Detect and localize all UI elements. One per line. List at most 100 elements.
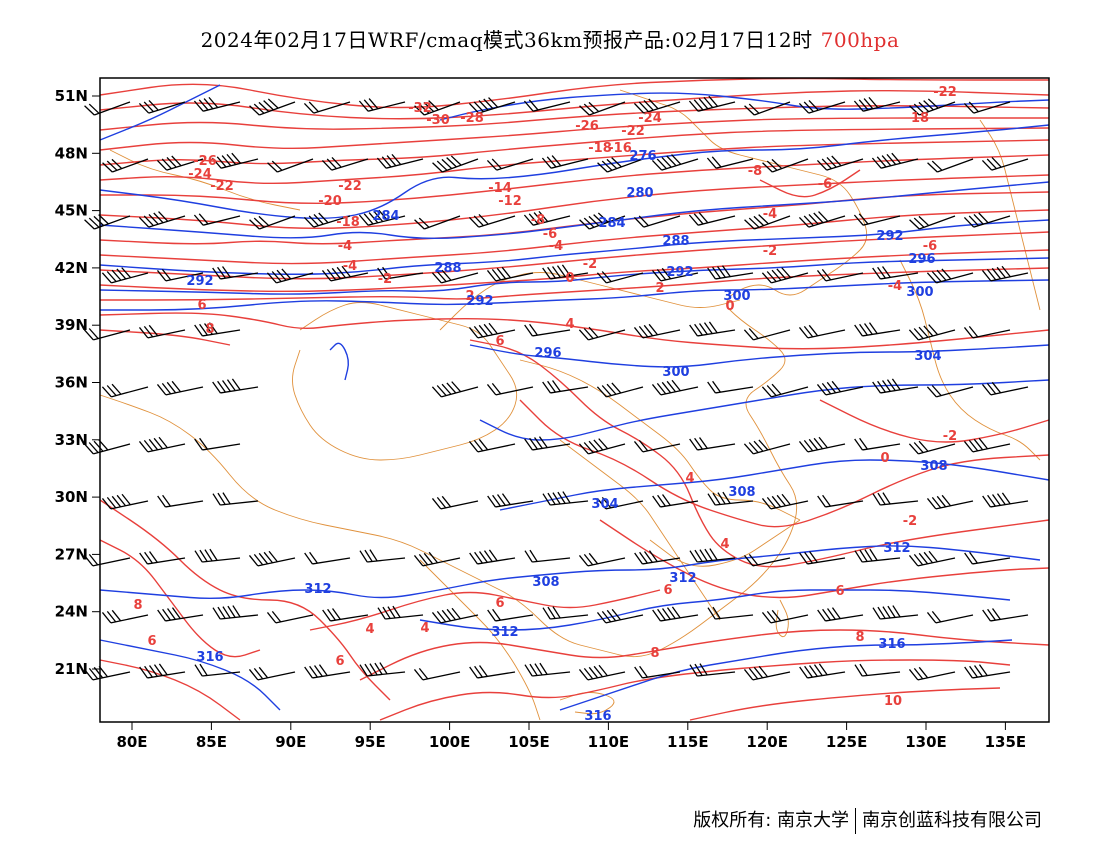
temperature-isoline — [819, 399, 1050, 443]
wind-barb — [634, 665, 681, 679]
height-label: 316 — [584, 709, 611, 724]
wind-barb — [431, 607, 479, 624]
height-isoline — [99, 124, 1050, 220]
wind-barb — [596, 496, 644, 510]
wind-barb — [377, 266, 424, 280]
wind-barb — [101, 267, 149, 284]
wind-barb — [524, 662, 571, 677]
temperature-label: 8 — [133, 598, 142, 613]
temperature-label: -14 — [488, 181, 512, 196]
temperature-label: -16 — [608, 141, 632, 156]
temperature-isoline — [99, 174, 1050, 230]
height-isoline — [99, 639, 281, 711]
temperature-label: -2 — [943, 429, 957, 444]
temperature-label: 6 — [147, 634, 156, 649]
temperature-isoline — [100, 154, 1050, 205]
temperature-label: -8 — [748, 164, 762, 179]
temperature-label: -30 — [426, 113, 450, 128]
wind-barb — [688, 212, 736, 226]
wind-barb — [854, 548, 901, 563]
wind-barb — [138, 436, 186, 453]
pressure-level: 700hpa — [820, 28, 900, 52]
copyright-left: 版权所有: 南京大学 — [693, 810, 849, 831]
temperature-label: -32 — [408, 101, 432, 116]
wind-barb — [376, 153, 424, 169]
wind-barb — [854, 322, 901, 337]
height-label: 316 — [878, 637, 905, 652]
wind-barb — [249, 98, 296, 116]
height-isoline — [99, 545, 1041, 600]
wind-barb — [743, 665, 791, 681]
wind-barb — [706, 156, 754, 169]
lon-tick-label: 120E — [746, 733, 788, 751]
temperature-label: -2 — [763, 244, 777, 259]
temperature-isoline — [469, 339, 1050, 568]
height-label: 296 — [534, 346, 561, 361]
temperature-label: 2 — [655, 281, 664, 296]
wind-barb — [523, 210, 571, 226]
wind-barb — [908, 440, 956, 455]
wind-barb — [194, 437, 241, 451]
wind-barb — [908, 324, 956, 341]
height-isoline — [419, 589, 1011, 631]
wind-barb — [431, 495, 479, 510]
height-label: 288 — [434, 261, 461, 276]
wind-barb — [926, 610, 974, 624]
wind-barb — [468, 97, 516, 114]
wind-barb — [468, 214, 516, 228]
height-label: 308 — [532, 575, 559, 590]
wind-barb — [707, 491, 754, 506]
height-label: 300 — [723, 289, 750, 304]
wind-barb — [542, 606, 589, 620]
temperature-isoline — [359, 629, 1050, 681]
wind-barb — [743, 328, 791, 341]
wind-barb — [651, 154, 699, 171]
temperature-isoline — [759, 169, 861, 198]
temperature-isoline — [99, 267, 1050, 301]
temperature-label: -18 — [588, 141, 612, 156]
wind-barb — [579, 212, 626, 230]
lat-tick-label: 45N — [55, 202, 88, 220]
temperature-label: -26 — [193, 154, 217, 169]
wind-barb — [524, 323, 571, 337]
wind-barb — [633, 215, 681, 228]
lon-tick-label: 90E — [275, 733, 306, 751]
boundary-line — [109, 149, 301, 211]
wind-barb — [799, 663, 846, 679]
height-contours — [99, 84, 1050, 711]
lon-tick-label: 95E — [355, 733, 386, 751]
wind-barb — [578, 438, 626, 455]
wind-barb — [651, 267, 699, 282]
wind-barb — [964, 551, 1011, 565]
temperature-label: 8 — [650, 646, 659, 661]
wind-barb — [486, 382, 534, 396]
wind-barb — [633, 98, 681, 114]
wind-barb — [652, 494, 699, 508]
wind-barb — [689, 321, 736, 337]
temperature-label: 18 — [911, 111, 929, 126]
temperature-label: 6 — [495, 596, 504, 611]
wind-barb — [963, 212, 1011, 228]
wind-barb — [212, 492, 259, 506]
wind-barb — [597, 157, 644, 173]
lon-tick-label: 130E — [905, 733, 947, 751]
temperature-label: 4 — [365, 622, 374, 637]
temperature-label: -4 — [763, 207, 777, 222]
wind-barb — [761, 383, 809, 398]
wind-barb — [377, 605, 424, 620]
wind-barb — [964, 664, 1011, 679]
wind-barb — [83, 665, 131, 681]
temperature-label: 6 — [335, 654, 344, 669]
wind-barb — [689, 437, 736, 451]
temperature-isoline — [99, 312, 1050, 350]
wind-barb — [432, 155, 479, 173]
height-isoline — [99, 257, 1050, 295]
wind-barb — [596, 382, 644, 398]
wind-barb — [982, 608, 1029, 622]
wind-barb — [761, 493, 809, 510]
temperature-isoline — [99, 329, 231, 346]
wind-barb — [212, 266, 259, 280]
title-main: 2024年02月17日WRF/cmaq模式36km预报产品:02月17日12时 — [200, 28, 813, 52]
lat-tick-label: 27N — [55, 545, 88, 563]
wind-barb — [102, 158, 149, 173]
